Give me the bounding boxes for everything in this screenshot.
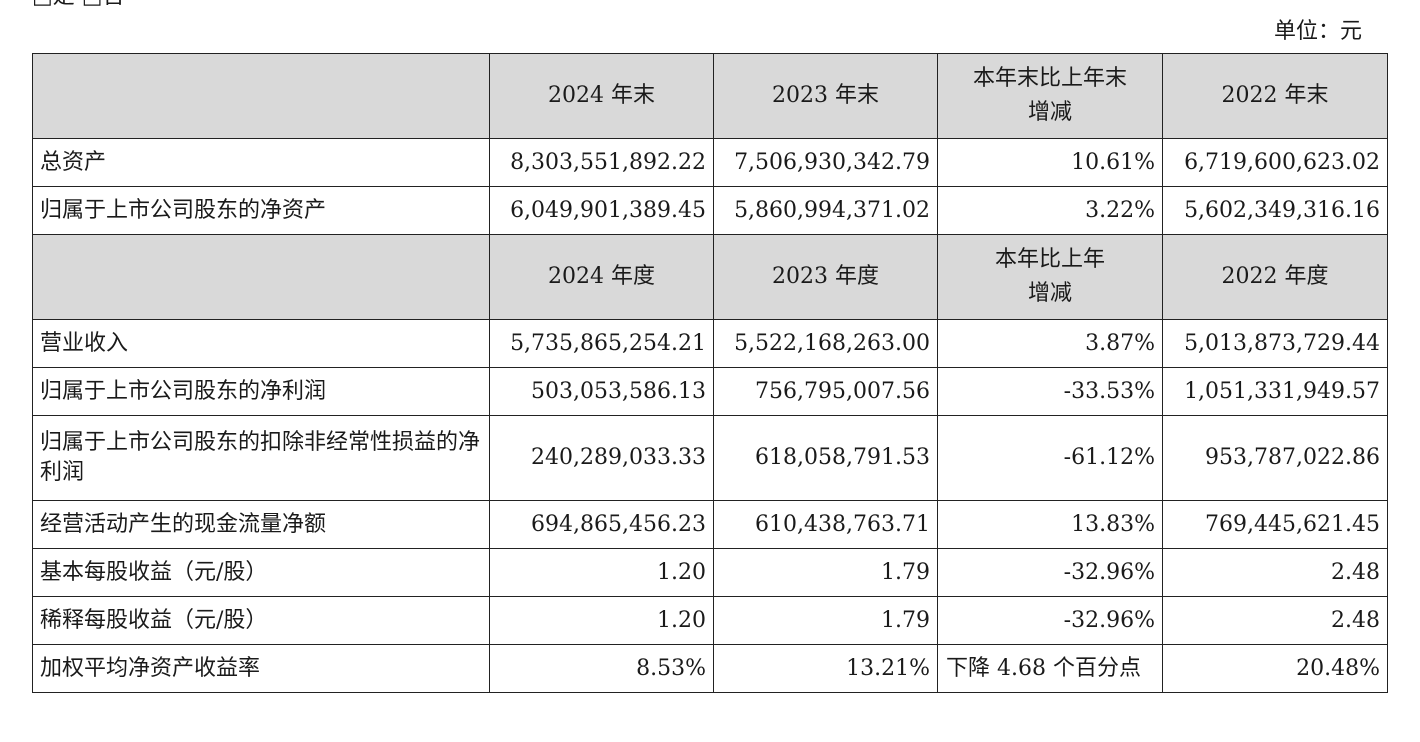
value-2023: 5,522,168,263.00	[713, 319, 938, 368]
table-row: 稀释每股收益（元/股） 1.20 1.79 -32.96% 2.48	[32, 596, 1388, 645]
table-row: 营业收入 5,735,865,254.21 5,522,168,263.00 3…	[32, 319, 1388, 368]
header-change-year: 本年比上年 增减	[937, 234, 1163, 320]
table-row: 归属于上市公司股东的净利润 503,053,586.13 756,795,007…	[32, 367, 1388, 416]
value-2024: 694,865,456.23	[489, 500, 714, 549]
row-label: 归属于上市公司股东的净利润	[32, 367, 490, 416]
value-2022: 20.48%	[1162, 644, 1388, 693]
row-label: 稀释每股收益（元/股）	[32, 596, 490, 645]
value-2022: 5,013,873,729.44	[1162, 319, 1388, 368]
header-change-line2: 增减	[1027, 281, 1072, 306]
value-2024: 1.20	[489, 548, 714, 597]
value-2022: 953,787,022.86	[1162, 415, 1388, 501]
value-2023: 5,860,994,371.02	[713, 186, 938, 235]
header-change-line1: 本年比上年	[994, 247, 1105, 272]
value-2022: 769,445,621.45	[1162, 500, 1388, 549]
header-2022-end: 2022 年末	[1162, 53, 1388, 139]
value-2022: 2.48	[1162, 548, 1388, 597]
header-change-line1: 本年末比上年末	[972, 66, 1127, 91]
value-2022: 6,719,600,623.02	[1162, 138, 1388, 187]
header-row-year: 2024 年度 2023 年度 本年比上年 增减 2022 年度	[32, 234, 1388, 320]
value-change: -33.53%	[937, 367, 1163, 416]
value-change: 10.61%	[937, 138, 1163, 187]
value-2023: 756,795,007.56	[713, 367, 938, 416]
header-row-year-end: 2024 年末 2023 年末 本年末比上年末 增减 2022 年末	[32, 53, 1388, 139]
row-label: 归属于上市公司股东的净资产	[32, 186, 490, 235]
row-label: 总资产	[32, 138, 490, 187]
value-change: 下降 4.68 个百分点	[937, 644, 1163, 693]
value-2023: 7,506,930,342.79	[713, 138, 938, 187]
header-2023-year: 2023 年度	[713, 234, 938, 320]
financial-table: 2024 年末 2023 年末 本年末比上年末 增减 2022 年末 总资产 8…	[32, 53, 1388, 693]
value-2022: 2.48	[1162, 596, 1388, 645]
header-change-end: 本年末比上年末 增减	[937, 53, 1163, 139]
value-2024: 240,289,033.33	[489, 415, 714, 501]
value-change: -32.96%	[937, 548, 1163, 597]
value-2022: 5,602,349,316.16	[1162, 186, 1388, 235]
header-2022-year: 2022 年度	[1162, 234, 1388, 320]
value-2023: 13.21%	[713, 644, 938, 693]
value-change: -32.96%	[937, 596, 1163, 645]
row-label: 经营活动产生的现金流量净额	[32, 500, 490, 549]
value-2023: 618,058,791.53	[713, 415, 938, 501]
unit-label: 单位：元	[1273, 19, 1362, 44]
table-row: 基本每股收益（元/股） 1.20 1.79 -32.96% 2.48	[32, 548, 1388, 597]
value-change: 13.83%	[937, 500, 1163, 549]
value-2023: 1.79	[713, 548, 938, 597]
value-2023: 1.79	[713, 596, 938, 645]
table-row: 经营活动产生的现金流量净额 694,865,456.23 610,438,763…	[32, 500, 1388, 549]
value-2024: 5,735,865,254.21	[489, 319, 714, 368]
header-change-line2: 增减	[1027, 100, 1072, 125]
value-2024: 503,053,586.13	[489, 367, 714, 416]
table-row: 总资产 8,303,551,892.22 7,506,930,342.79 10…	[32, 138, 1388, 187]
header-empty-cell	[32, 53, 490, 139]
header-empty-cell	[32, 234, 490, 320]
value-change: 3.22%	[937, 186, 1163, 235]
row-label: 归属于上市公司股东的扣除非经常性损益的净利润	[32, 415, 490, 501]
value-2024: 1.20	[489, 596, 714, 645]
value-2022: 1,051,331,949.57	[1162, 367, 1388, 416]
row-label: 基本每股收益（元/股）	[32, 548, 490, 597]
table-row: 归属于上市公司股东的净资产 6,049,901,389.45 5,860,994…	[32, 186, 1388, 235]
header-2023-end: 2023 年末	[713, 53, 938, 139]
table-row: 加权平均净资产收益率 8.53% 13.21% 下降 4.68 个百分点 20.…	[32, 644, 1388, 693]
value-2023: 610,438,763.71	[713, 500, 938, 549]
value-change: 3.87%	[937, 319, 1163, 368]
row-label: 加权平均净资产收益率	[32, 644, 490, 693]
header-2024-year: 2024 年度	[489, 234, 714, 320]
header-2024-end: 2024 年末	[489, 53, 714, 139]
cut-off-text: □是 □否	[32, 0, 125, 8]
value-2024: 6,049,901,389.45	[489, 186, 714, 235]
value-2024: 8.53%	[489, 644, 714, 693]
table-row: 归属于上市公司股东的扣除非经常性损益的净利润 240,289,033.33 61…	[32, 415, 1388, 501]
value-change: -61.12%	[937, 415, 1163, 501]
row-label: 营业收入	[32, 319, 490, 368]
value-2024: 8,303,551,892.22	[489, 138, 714, 187]
